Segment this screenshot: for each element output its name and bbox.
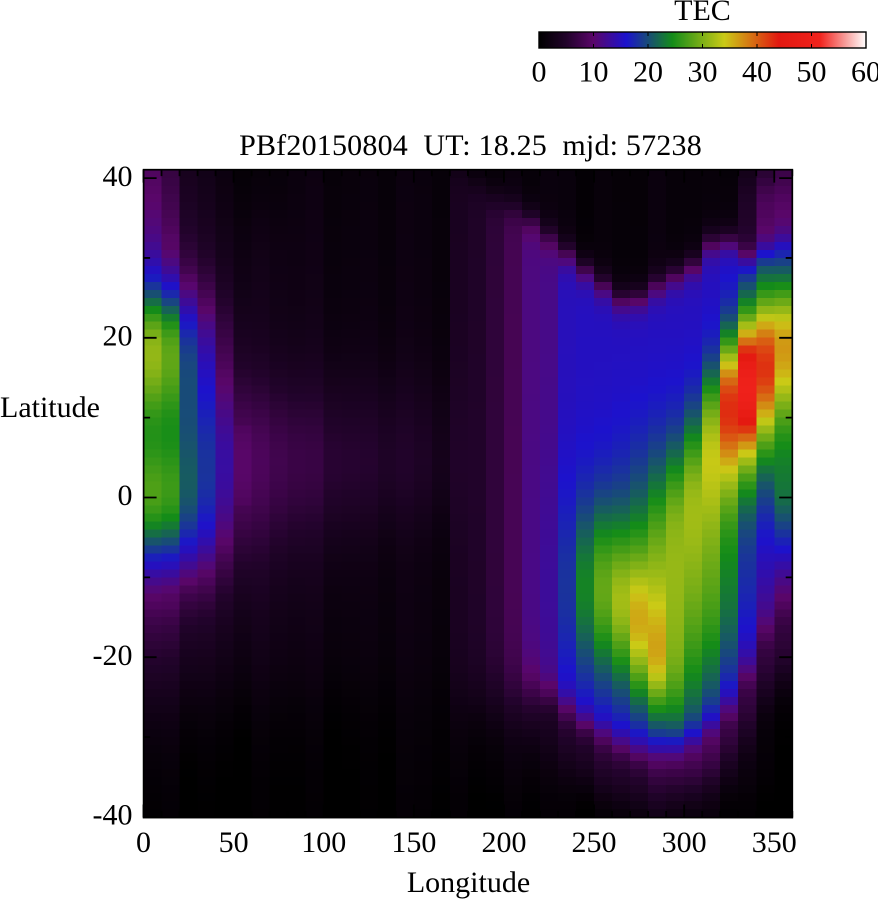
svg-text:60: 60: [851, 56, 878, 89]
svg-text:200: 200: [481, 826, 526, 859]
svg-text:40: 40: [103, 160, 133, 193]
svg-text:300: 300: [662, 826, 707, 859]
svg-text:0: 0: [532, 56, 547, 89]
svg-text:20: 20: [103, 320, 133, 353]
svg-text:150: 150: [391, 826, 436, 859]
svg-text:0: 0: [136, 826, 151, 859]
svg-text:PBf20150804 UT: 18.25 mjd: 5: PBf20150804 UT: 18.25 mjd: 57238: [239, 129, 702, 162]
svg-text:40: 40: [742, 56, 772, 89]
svg-text:50: 50: [797, 56, 827, 89]
svg-text:250: 250: [572, 826, 617, 859]
svg-text:Latitude: Latitude: [0, 391, 100, 424]
svg-text:0: 0: [118, 479, 133, 512]
svg-text:350: 350: [752, 826, 797, 859]
svg-text:-40: -40: [93, 799, 133, 832]
svg-text:30: 30: [688, 56, 718, 89]
svg-text:TEC: TEC: [674, 0, 731, 27]
svg-text:-20: -20: [93, 639, 133, 672]
svg-text:50: 50: [219, 826, 249, 859]
svg-text:10: 10: [579, 56, 609, 89]
svg-text:Longitude: Longitude: [407, 866, 530, 899]
svg-text:100: 100: [301, 826, 346, 859]
svg-text:20: 20: [633, 56, 663, 89]
